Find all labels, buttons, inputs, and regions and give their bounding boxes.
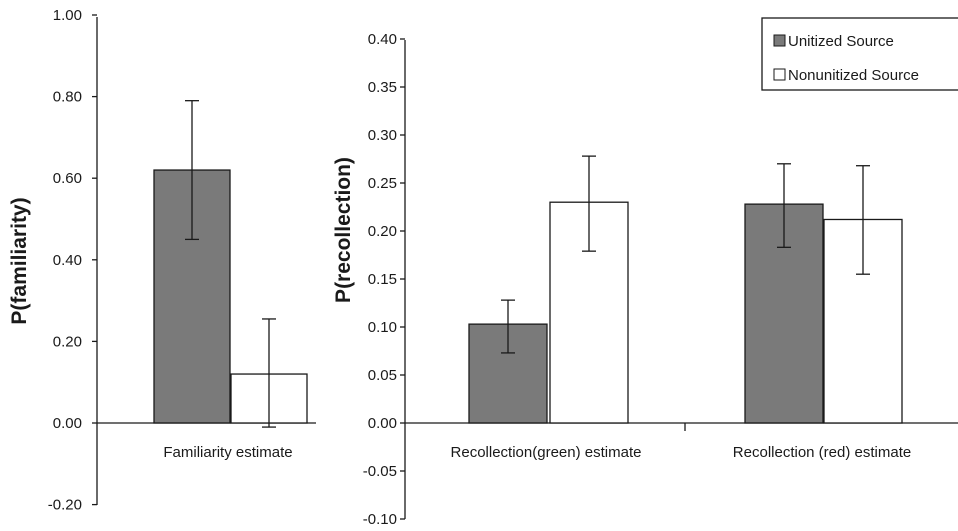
y-tick-label: 0.25 [368,175,397,192]
y-tick-label: 0.10 [368,319,397,336]
y-tick-label: -0.20 [48,497,82,514]
legend-label-unitized: Unitized Source [788,33,894,50]
y-tick-label: 0.05 [368,367,397,384]
y-tick-label: 1.00 [53,7,82,24]
y-tick-label: 0.15 [368,271,397,288]
familiarity-panel: P(familiarity) Familiarity estimate [8,17,316,505]
y-tick-label: 0.35 [368,79,397,96]
legend-box [761,17,958,91]
y-tick-label: 0.20 [53,333,82,350]
chart-marks: 1.00 0.80 0.60 0.40 0.20 0.00 -0.20 0.40 0.35 0.3… [48,7,903,528]
y-tick-label: 0.20 [368,223,397,240]
y-tick-label: 0.80 [53,89,82,106]
y-tick-label: -0.10 [363,511,397,528]
recollection-green-category-label: Recollection(green) estimate [451,444,642,461]
y-tick-label: 0.40 [368,31,397,48]
y-tick-label: 0.00 [368,415,397,432]
y-tick-label: 0.00 [53,415,82,432]
y-tick-label: -0.05 [363,463,397,480]
legend-swatch-nonunitized [773,68,786,81]
y-tick-label: 0.40 [53,252,82,269]
recollection-red-category-label: Recollection (red) estimate [733,444,911,461]
recollection-y-label: P(recollection) [332,157,355,303]
familiarity-category-label: Familiarity estimate [163,444,292,461]
legend: Unitized Source Nonunitized Source [761,17,958,91]
legend-label-nonunitized: Nonunitized Source [788,67,919,84]
familiarity-y-label: P(familiarity) [8,197,31,324]
y-tick-label: 0.30 [368,127,397,144]
recollection-panel: P(recollection) Recollection(green) esti… [332,17,958,519]
y-tick-label: 0.60 [53,170,82,187]
legend-swatch-unitized [773,34,786,47]
